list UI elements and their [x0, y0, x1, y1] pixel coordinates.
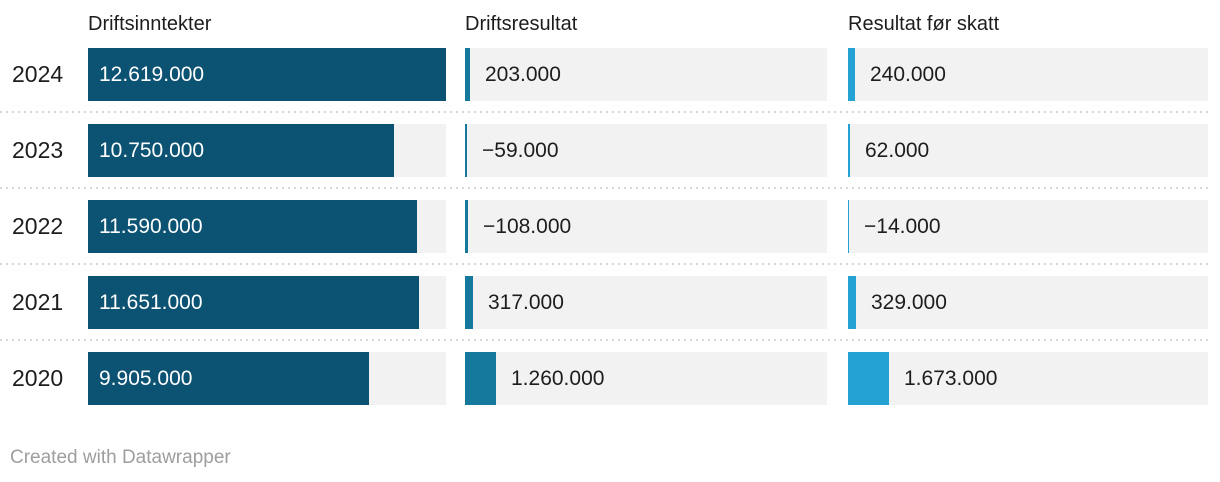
table-row: 2024 12.619.000 203.000 240.000	[0, 48, 1208, 101]
bar-driftsresultat	[465, 124, 467, 177]
cell-value-label: 1.260.000	[511, 366, 605, 390]
row-year-label: 2021	[12, 289, 64, 315]
cell-driftsinntekter: 10.750.000	[88, 124, 446, 177]
row-year-label: 2022	[12, 213, 64, 239]
bar-value-label: 10.750.000	[99, 138, 205, 162]
bar-resultat-for-skatt	[848, 352, 889, 405]
row-year-label: 2023	[12, 137, 64, 163]
cell-value-label: 1.673.000	[904, 366, 998, 390]
bar-driftsinntekter: 9.905.000	[88, 352, 369, 405]
cell-driftsresultat: 1.260.000	[465, 352, 827, 405]
table-row: 2023 10.750.000 −59.000 62.000	[0, 124, 1208, 177]
cell-value-label: −14.000	[864, 214, 941, 238]
bar-driftsinntekter: 11.590.000	[88, 200, 417, 253]
cell-value-label: −59.000	[482, 138, 559, 162]
bar-resultat-for-skatt	[848, 48, 855, 101]
cell-value-label: 62.000	[865, 138, 930, 162]
table-row: 2022 11.590.000 −108.000 −14.000	[0, 200, 1208, 253]
cell-driftsinntekter: 11.651.000	[88, 276, 446, 329]
cell-value-label: 329.000	[871, 290, 947, 314]
bar-driftsinntekter: 12.619.000	[88, 48, 446, 101]
row-separator	[0, 339, 1208, 341]
cell-resultat-for-skatt: 240.000	[848, 48, 1208, 101]
cell-resultat-for-skatt: −14.000	[848, 200, 1208, 253]
cell-driftsresultat: 203.000	[465, 48, 827, 101]
datawrapper-attribution[interactable]: Created with Datawrapper	[10, 447, 231, 468]
bar-driftsresultat	[465, 276, 473, 329]
bar-table-chart: Driftsinntekter Driftsresultat Resultat …	[0, 12, 1208, 468]
bar-driftsresultat	[465, 352, 496, 405]
bar-value-label: 11.651.000	[99, 290, 203, 314]
row-separator	[0, 187, 1208, 189]
bar-resultat-for-skatt	[848, 124, 850, 177]
table-row: 2020 9.905.000 1.260.000 1.673.000	[0, 352, 1208, 405]
column-header-row: Driftsinntekter Driftsresultat Resultat …	[0, 12, 1208, 38]
bar-driftsresultat	[465, 200, 468, 253]
cell-resultat-for-skatt: 62.000	[848, 124, 1208, 177]
table-row: 2021 11.651.000 317.000 329.000	[0, 276, 1208, 329]
cell-resultat-for-skatt: 329.000	[848, 276, 1208, 329]
column-header-driftsinntekter: Driftsinntekter	[88, 13, 212, 35]
bar-value-label: 11.590.000	[99, 214, 203, 238]
row-year-label: 2020	[12, 365, 64, 391]
row-year-label: 2024	[12, 61, 64, 87]
cell-value-label: 240.000	[870, 62, 946, 86]
row-separator	[0, 111, 1208, 113]
cell-driftsresultat: 317.000	[465, 276, 827, 329]
bar-driftsresultat	[465, 48, 470, 101]
row-separator	[0, 263, 1208, 265]
cell-driftsinntekter: 12.619.000	[88, 48, 446, 101]
bar-value-label: 12.619.000	[99, 62, 205, 86]
cell-value-label: −108.000	[483, 214, 572, 238]
cell-driftsresultat: −108.000	[465, 200, 827, 253]
bar-value-label: 9.905.000	[99, 366, 193, 390]
bar-driftsinntekter: 11.651.000	[88, 276, 419, 329]
bar-resultat-for-skatt	[848, 276, 856, 329]
column-header-resultat-for-skatt: Resultat før skatt	[848, 13, 1000, 35]
cell-resultat-for-skatt: 1.673.000	[848, 352, 1208, 405]
bar-resultat-for-skatt	[848, 200, 849, 253]
column-header-driftsresultat: Driftsresultat	[465, 13, 578, 35]
cell-driftsresultat: −59.000	[465, 124, 827, 177]
bar-driftsinntekter: 10.750.000	[88, 124, 394, 177]
cell-driftsinntekter: 11.590.000	[88, 200, 446, 253]
cell-value-label: 317.000	[488, 290, 564, 314]
cell-driftsinntekter: 9.905.000	[88, 352, 446, 405]
cell-value-label: 203.000	[485, 62, 561, 86]
